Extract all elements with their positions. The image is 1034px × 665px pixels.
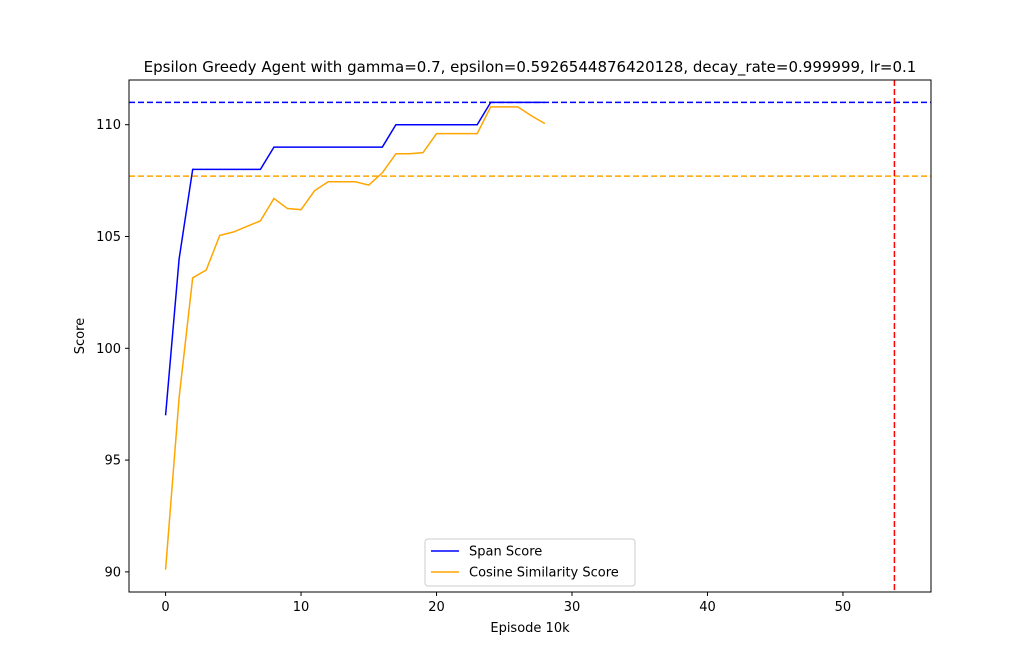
y-tick-label: 110 — [96, 118, 121, 133]
y-tick-label: 95 — [104, 454, 121, 469]
x-tick-label: 30 — [564, 600, 581, 615]
x-tick-label: 40 — [699, 600, 716, 615]
x-axis-label: Episode 10k — [490, 621, 570, 636]
y-tick-label: 100 — [96, 342, 121, 357]
series-lines — [164, 101, 546, 570]
series-line-0 — [164, 101, 545, 416]
x-tick-label: 50 — [835, 600, 852, 615]
x-tick-label: 10 — [293, 600, 310, 615]
legend: Span Score Cosine Similarity Score — [424, 538, 636, 587]
legend-label-0: Span Score — [469, 545, 542, 560]
y-axis-label: Score — [73, 318, 88, 354]
reference-lines — [129, 80, 931, 592]
y-tick-label: 105 — [96, 230, 121, 245]
legend-box — [424, 538, 636, 587]
chart-title: Epsilon Greedy Agent with gamma=0.7, eps… — [144, 58, 917, 77]
x-tick-label: 0 — [161, 600, 169, 615]
y-axis-ticks: 90 95 100 105 110 — [96, 118, 129, 580]
legend-label-1: Cosine Similarity Score — [469, 566, 619, 581]
series-line-1 — [164, 106, 546, 570]
y-tick-label: 90 — [104, 565, 121, 580]
plot-frame — [128, 79, 932, 593]
x-tick-label: 20 — [428, 600, 445, 615]
x-axis-ticks: 0 10 20 30 40 50 — [161, 592, 851, 615]
